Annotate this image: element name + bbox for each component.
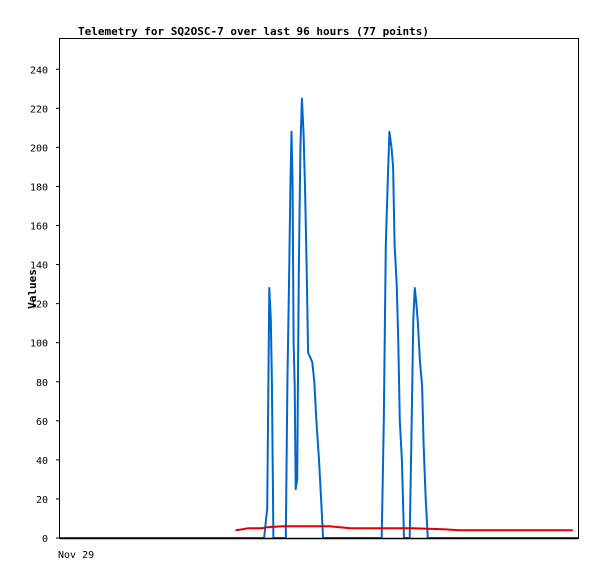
y-axis-ticks: 0 20 40 60 80 100 120 140 160 180 200 220 240 (30, 65, 60, 545)
series-line-1 (60, 97, 578, 539)
y-tick-label: 60 (36, 417, 48, 428)
y-tick-label: 160 (30, 222, 48, 233)
y-tick-label: 40 (36, 456, 48, 467)
series-line-2 (235, 525, 573, 532)
y-tick-label: 100 (30, 339, 48, 350)
x-tick-label: Nov 29 (58, 550, 94, 561)
y-tick-label: 220 (30, 104, 48, 115)
y-tick-label: 200 (30, 143, 48, 154)
series-layer (60, 97, 578, 539)
y-tick-label: 180 (30, 182, 48, 193)
chart-title: Telemetry for SQ2OSC-7 over last 96 hour… (78, 25, 429, 38)
y-tick-label: 240 (30, 65, 48, 76)
x-axis-ticks: Nov 29 (58, 550, 94, 561)
y-tick-label: 120 (30, 300, 48, 311)
y-axis-label: Values (26, 269, 39, 309)
y-tick-label: 80 (36, 378, 48, 389)
y-tick-label: 140 (30, 261, 48, 272)
y-tick-label: 0 (42, 534, 48, 545)
y-tick-label: 20 (36, 495, 48, 506)
